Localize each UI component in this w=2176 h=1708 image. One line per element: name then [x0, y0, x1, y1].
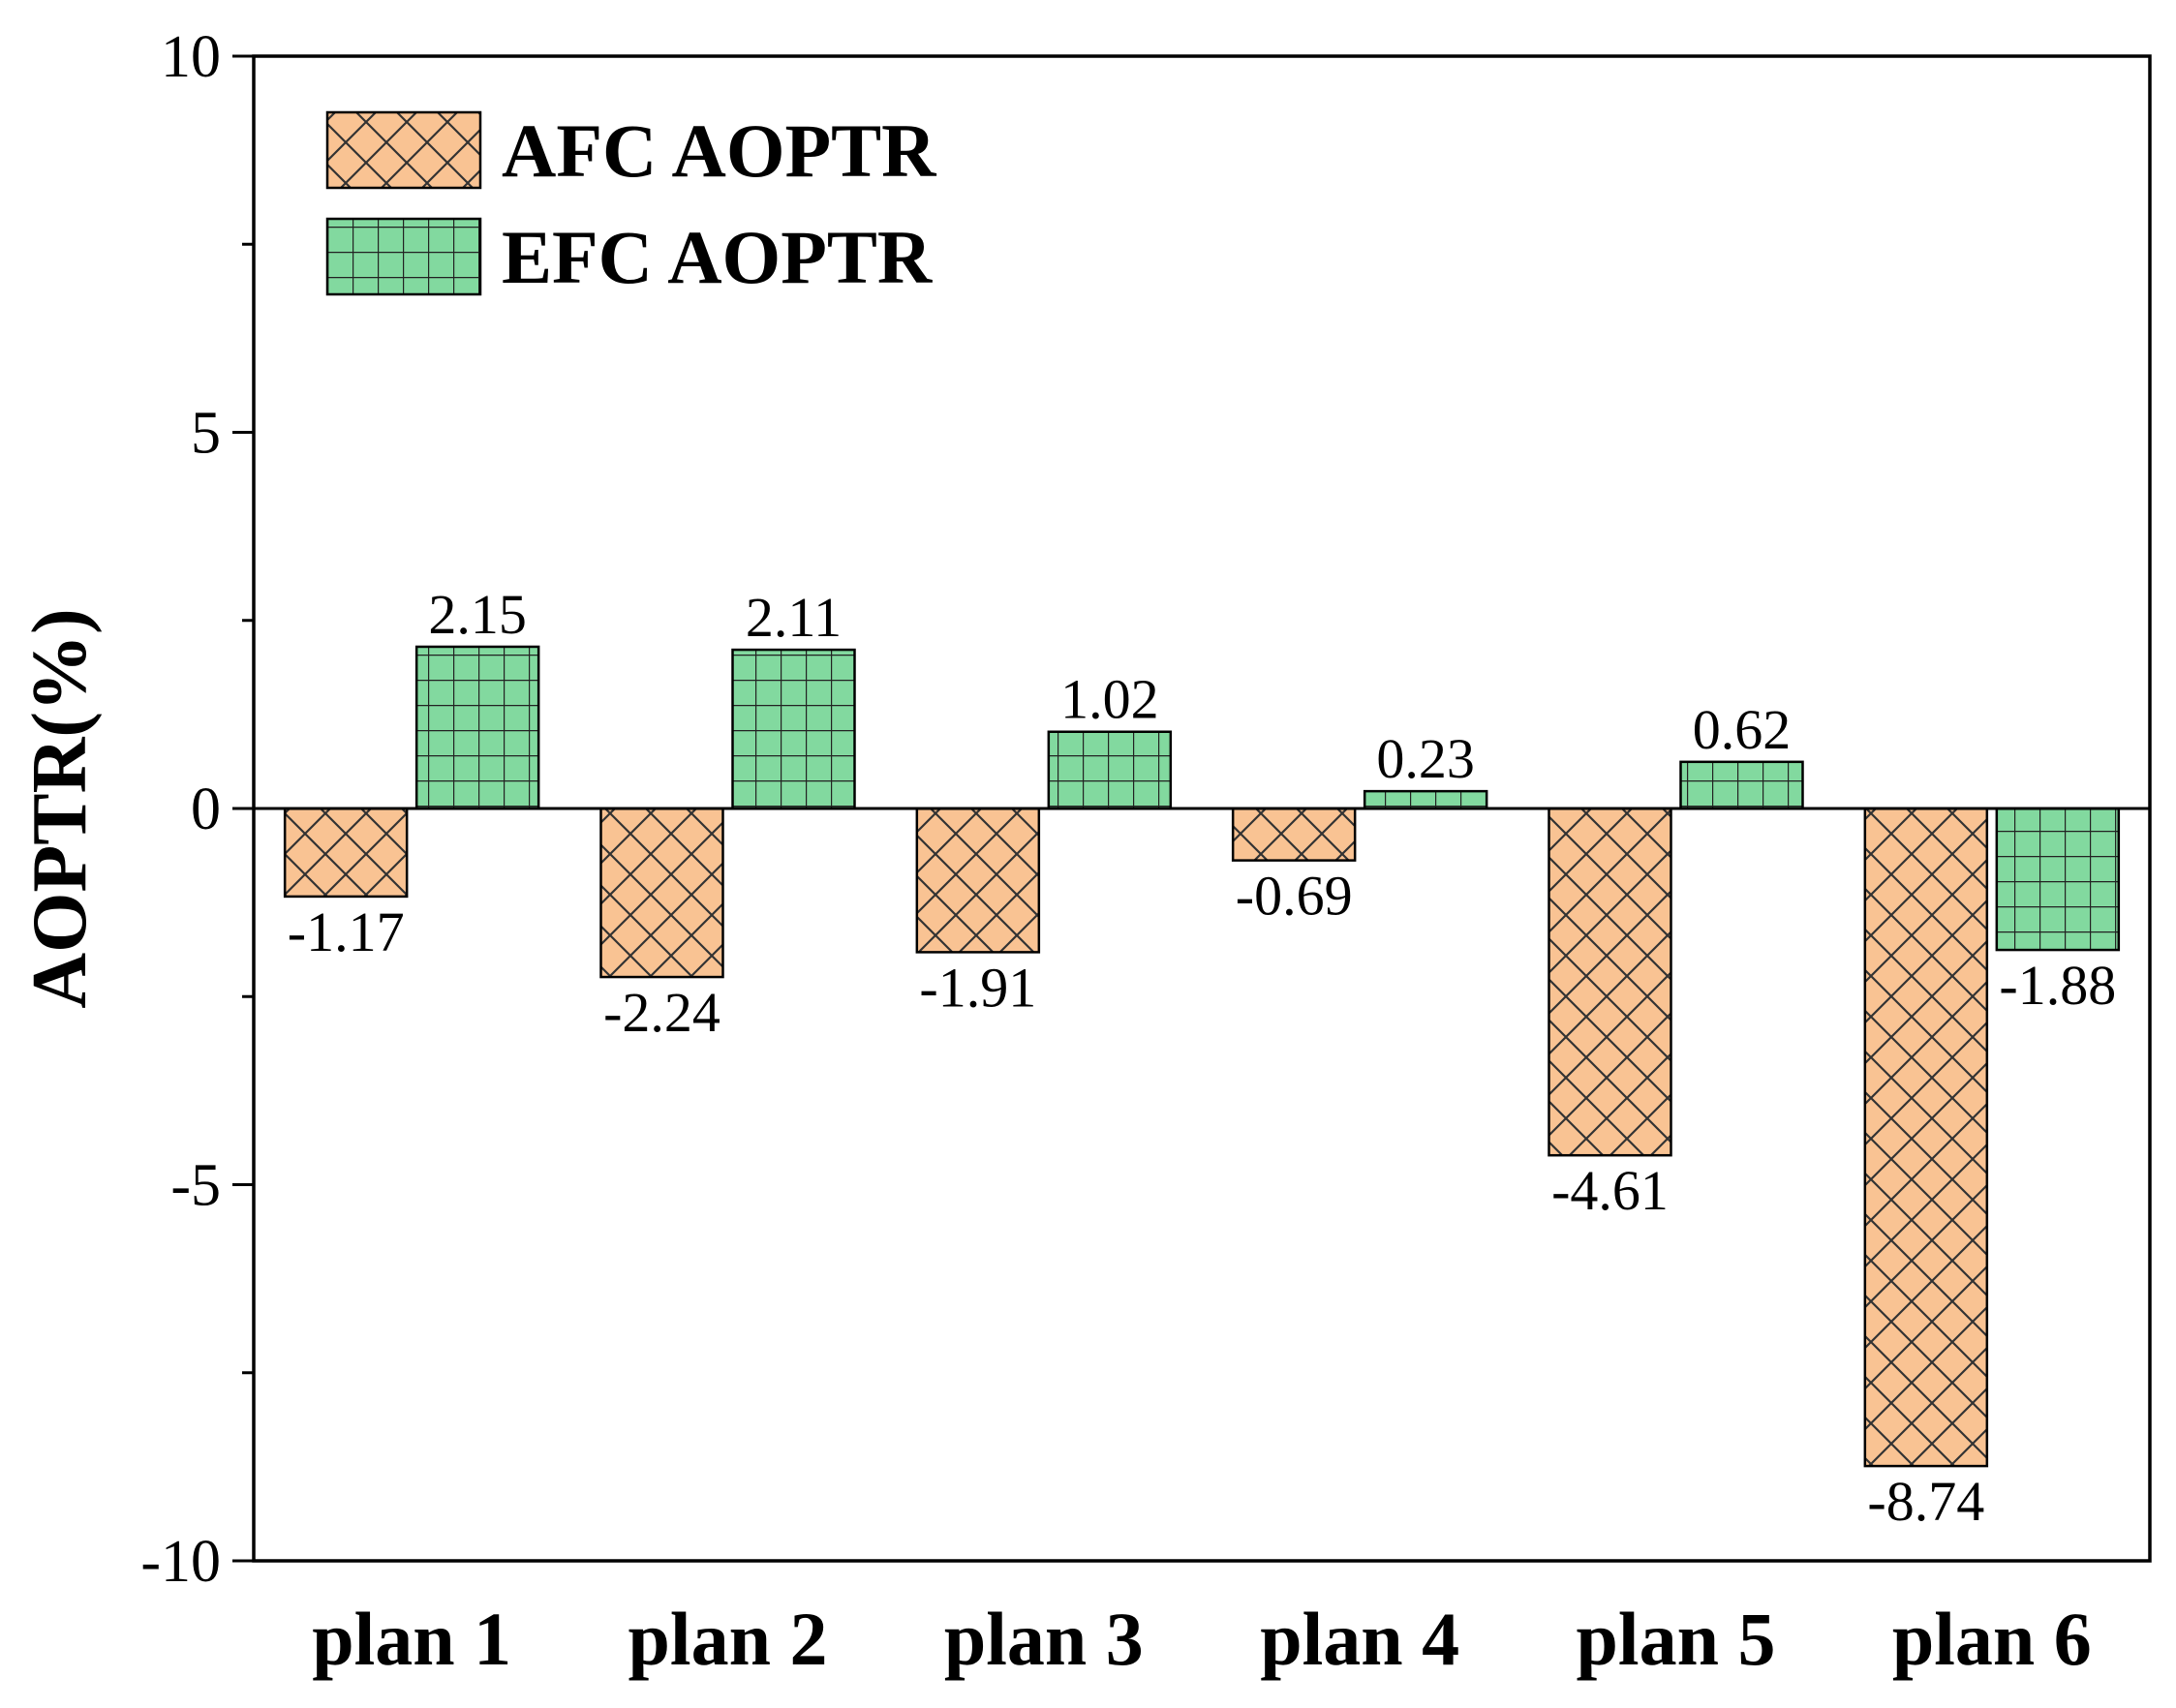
bar-efc-5	[1679, 760, 1804, 810]
x-tick-label: plan 4	[1260, 1597, 1459, 1681]
bar-efc-4	[1363, 789, 1488, 810]
y-tick-label: -5	[170, 1153, 221, 1219]
data-label: -0.69	[1236, 865, 1353, 928]
legend-swatch-efc	[325, 217, 482, 296]
data-label: -1.17	[288, 900, 405, 963]
bar-efc-6	[1995, 807, 2121, 952]
bar-efc-3	[1047, 730, 1173, 810]
axes: -10 -5 0 5 10 plan 1 plan 2 plan 3 plan 4 plan 5 p…	[17, 24, 2152, 1681]
bar-afc-1	[283, 807, 409, 899]
plot-area	[283, 645, 2121, 1468]
y-tick-label: 10	[161, 24, 221, 90]
x-tick-label: plan 2	[628, 1597, 828, 1681]
y-tick-label: 0	[191, 777, 221, 842]
data-label: -2.24	[603, 981, 720, 1044]
data-label: 0.62	[1693, 698, 1792, 761]
bar-afc-6	[1863, 807, 1989, 1468]
data-label: -1.88	[1999, 954, 2116, 1017]
x-tick-label: plan 1	[312, 1597, 511, 1681]
data-label: 2.11	[746, 586, 842, 649]
bar-afc-2	[599, 807, 724, 979]
bar-efc-1	[414, 645, 540, 810]
labels: -1.17 -2.24 -1.91 -0.69 -4.61 -8.74 2.15 2.11 1.…	[288, 583, 2116, 1533]
legend-label: AFC AOPTR	[502, 108, 937, 193]
legend-swatch-afc	[325, 110, 482, 190]
x-tick-label: plan 3	[944, 1597, 1144, 1681]
legend: AFC AOPTR EFC AOPTR	[325, 108, 937, 299]
y-axis-title: AOPTR(%)	[17, 608, 103, 1008]
bar-efc-2	[731, 648, 856, 810]
bar-afc-3	[915, 807, 1041, 954]
data-label: 1.02	[1060, 668, 1159, 731]
data-label: -4.61	[1551, 1159, 1669, 1222]
legend-label: EFC AOPTR	[502, 215, 934, 299]
x-tick-label: plan 6	[1892, 1597, 2092, 1681]
bar-afc-4	[1231, 807, 1357, 862]
x-tick-label: plan 5	[1577, 1597, 1776, 1681]
bar-afc-5	[1548, 807, 1672, 1157]
data-label: 2.15	[428, 583, 527, 646]
y-tick-label: 5	[191, 401, 221, 467]
data-label: -8.74	[1867, 1470, 1984, 1533]
data-label: -1.91	[919, 956, 1036, 1019]
data-label: 0.23	[1376, 727, 1475, 790]
y-tick-label: -10	[140, 1529, 221, 1595]
